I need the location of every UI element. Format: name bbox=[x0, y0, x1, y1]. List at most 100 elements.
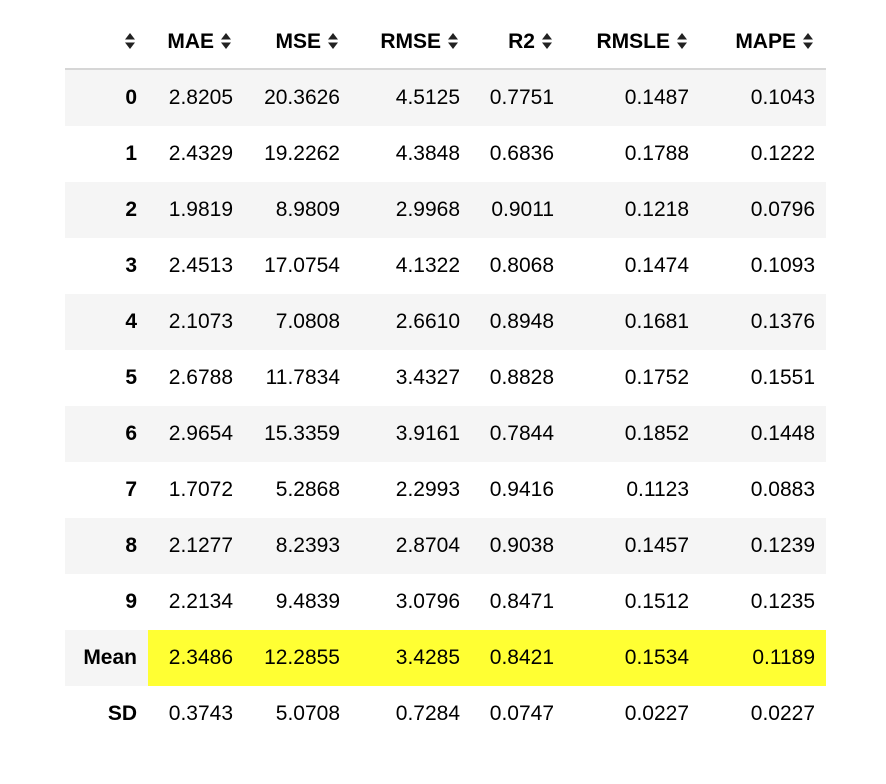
cell-r2: 0.8421 bbox=[471, 630, 565, 686]
cell-mse: 11.7834 bbox=[265, 366, 340, 389]
cell-mse: 8.2393 bbox=[275, 534, 340, 557]
row-index: SD bbox=[107, 702, 137, 725]
sort-arrows-icon[interactable] bbox=[541, 32, 553, 50]
cell-rmse: 3.4327 bbox=[395, 366, 460, 389]
column-header-r2[interactable]: R2 bbox=[471, 16, 565, 70]
table-row: 5 2.6788 11.7834 3.4327 0.8828 0.1752 0.1551 bbox=[65, 350, 826, 406]
cell-mape: 0.0227 bbox=[750, 702, 815, 725]
cell-mae: 2.2134 bbox=[168, 590, 233, 613]
cell-rmse: 3.4285 bbox=[351, 630, 471, 686]
cell-mse: 5.0708 bbox=[275, 702, 340, 725]
table-row: 1 2.4329 19.2262 4.3848 0.6836 0.1788 0.1222 bbox=[65, 126, 826, 182]
table-row: 3 2.4513 17.0754 4.1322 0.8068 0.1474 0.1093 bbox=[65, 238, 826, 294]
row-index: 9 bbox=[125, 590, 137, 613]
cell-rmsle: 0.1474 bbox=[624, 254, 689, 277]
table-row: 4 2.1073 7.0808 2.6610 0.8948 0.1681 0.1376 bbox=[65, 294, 826, 350]
column-header-label: RMSE bbox=[380, 30, 441, 53]
cell-mse: 12.2855 bbox=[244, 630, 351, 686]
row-index: 3 bbox=[125, 254, 137, 277]
column-header-mape[interactable]: MAPE bbox=[700, 16, 826, 70]
cell-mae: 1.7072 bbox=[168, 478, 233, 501]
table-row: 8 2.1277 8.2393 2.8704 0.9038 0.1457 0.1239 bbox=[65, 518, 826, 574]
cell-r2: 0.7751 bbox=[489, 86, 554, 109]
cell-rmse: 3.0796 bbox=[395, 590, 460, 613]
cell-mape: 0.0883 bbox=[750, 478, 815, 501]
cell-rmse: 4.1322 bbox=[395, 254, 460, 277]
cell-mape: 0.1235 bbox=[750, 590, 815, 613]
table-row: 0 2.8205 20.3626 4.5125 0.7751 0.1487 0.1043 bbox=[65, 69, 826, 126]
row-index: 8 bbox=[125, 534, 137, 557]
cell-r2: 0.9011 bbox=[491, 198, 554, 221]
cell-mse: 8.9809 bbox=[275, 198, 340, 221]
cell-rmse: 0.7284 bbox=[395, 702, 460, 725]
cell-mae: 0.3743 bbox=[168, 702, 233, 725]
column-header-rmse[interactable]: RMSE bbox=[351, 16, 471, 70]
table-row: 6 2.9654 15.3359 3.9161 0.7844 0.1852 0.1448 bbox=[65, 406, 826, 462]
cell-mape: 0.1043 bbox=[750, 86, 815, 109]
cell-mse: 5.2868 bbox=[275, 478, 340, 501]
cell-mse: 20.3626 bbox=[264, 86, 340, 109]
cell-r2: 0.6836 bbox=[489, 142, 554, 165]
row-index: Mean bbox=[65, 630, 148, 686]
cell-rmsle: 0.1788 bbox=[624, 142, 689, 165]
cell-mape: 0.1551 bbox=[750, 366, 815, 389]
cell-r2: 0.8471 bbox=[489, 590, 554, 613]
cell-rmsle: 0.1752 bbox=[624, 366, 689, 389]
results-table: MAE MSE RMSE R2 RMSLE MAPE 0 2.8205 20.362… bbox=[65, 16, 826, 742]
cell-rmsle: 0.1534 bbox=[565, 630, 700, 686]
cell-mse: 15.3359 bbox=[264, 422, 340, 445]
cell-rmse: 2.9968 bbox=[395, 198, 460, 221]
cell-mae: 2.1277 bbox=[168, 534, 233, 557]
cell-rmse: 2.6610 bbox=[395, 310, 460, 333]
sort-arrows-icon[interactable] bbox=[802, 32, 814, 50]
cell-rmsle: 0.0227 bbox=[624, 702, 689, 725]
cell-rmse: 3.9161 bbox=[395, 422, 460, 445]
cell-rmsle: 0.1457 bbox=[624, 534, 689, 557]
cell-mape: 0.0796 bbox=[750, 198, 815, 221]
table-row: 2 1.9819 8.9809 2.9968 0.9011 0.1218 0.0796 bbox=[65, 182, 826, 238]
row-index: 0 bbox=[125, 86, 137, 109]
cell-rmsle: 0.1218 bbox=[624, 198, 689, 221]
column-header-mae[interactable]: MAE bbox=[148, 16, 244, 70]
row-index: 5 bbox=[125, 366, 137, 389]
cell-rmse: 2.2993 bbox=[395, 478, 460, 501]
cell-mse: 7.0808 bbox=[275, 310, 340, 333]
cell-r2: 0.8948 bbox=[489, 310, 554, 333]
row-index: 4 bbox=[125, 310, 137, 333]
column-header-label: MSE bbox=[275, 30, 321, 53]
sort-arrows-icon[interactable] bbox=[327, 32, 339, 50]
cell-mape: 0.1222 bbox=[750, 142, 815, 165]
cell-mae: 1.9819 bbox=[168, 198, 233, 221]
cell-r2: 0.9416 bbox=[489, 478, 554, 501]
sort-arrows-icon[interactable] bbox=[220, 32, 232, 50]
cell-mape: 0.1093 bbox=[750, 254, 815, 277]
cell-rmse: 4.3848 bbox=[395, 142, 460, 165]
cell-mae: 2.9654 bbox=[168, 422, 233, 445]
table-row: 9 2.2134 9.4839 3.0796 0.8471 0.1512 0.1235 bbox=[65, 574, 826, 630]
cell-r2: 0.8068 bbox=[489, 254, 554, 277]
cell-r2: 0.7844 bbox=[489, 422, 554, 445]
column-header-label: MAPE bbox=[735, 30, 796, 53]
cell-r2: 0.0747 bbox=[489, 702, 554, 725]
cell-rmsle: 0.1487 bbox=[624, 86, 689, 109]
cell-mae: 2.3486 bbox=[148, 630, 244, 686]
cell-rmsle: 0.1681 bbox=[624, 310, 689, 333]
column-header-label: RMSLE bbox=[596, 30, 671, 53]
column-header-rmsle[interactable]: RMSLE bbox=[565, 16, 700, 70]
sort-arrows-icon[interactable] bbox=[447, 32, 459, 50]
column-header-mse[interactable]: MSE bbox=[244, 16, 351, 70]
sort-arrows-icon[interactable] bbox=[676, 32, 688, 50]
header-row: MAE MSE RMSE R2 RMSLE MAPE bbox=[65, 16, 826, 70]
results-table-container: MAE MSE RMSE R2 RMSLE MAPE 0 2.8205 20.362… bbox=[65, 16, 826, 742]
column-header-label: MAE bbox=[167, 30, 214, 53]
table-row: SD 0.3743 5.0708 0.7284 0.0747 0.0227 0.0227 bbox=[65, 686, 826, 742]
row-index: 2 bbox=[125, 198, 137, 221]
table-row-mean: Mean 2.3486 12.2855 3.4285 0.8421 0.1534 0.118… bbox=[65, 630, 826, 686]
cell-mae: 2.8205 bbox=[168, 86, 233, 109]
row-index: 1 bbox=[125, 142, 137, 165]
cell-rmsle: 0.1852 bbox=[624, 422, 689, 445]
column-header-index[interactable] bbox=[65, 16, 148, 70]
sort-arrows-icon[interactable] bbox=[124, 32, 136, 50]
table-body: 0 2.8205 20.3626 4.5125 0.7751 0.1487 0.1043 1 2… bbox=[65, 69, 826, 742]
column-header-label: R2 bbox=[508, 30, 535, 53]
